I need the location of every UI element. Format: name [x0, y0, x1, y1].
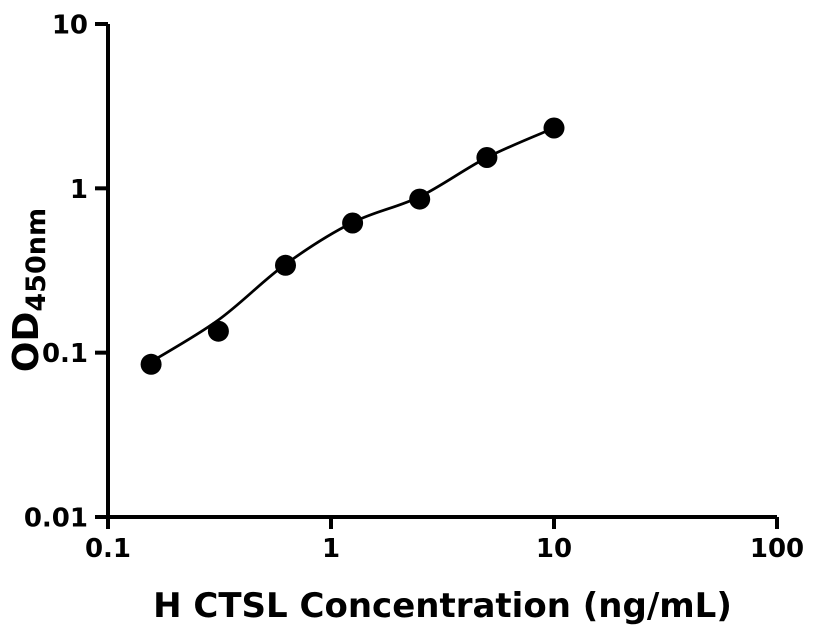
data-points	[140, 117, 565, 375]
x-tick-label: 0.1	[85, 534, 131, 564]
x-tick-label: 10	[536, 534, 572, 564]
data-point	[409, 188, 431, 210]
data-point	[342, 212, 364, 234]
y-tick-label: 10	[52, 11, 88, 41]
x-axis-title: H CTSL Concentration (ng/mL)	[153, 586, 732, 626]
y-axis-ticks: 10 1 0.1 0.01	[24, 11, 108, 534]
x-axis-ticks: 0.1 1 10 100	[85, 517, 804, 564]
y-tick-label: 0.1	[42, 339, 88, 369]
axes-frame	[106, 24, 777, 519]
data-point	[140, 353, 162, 375]
x-tick-label: 1	[322, 534, 340, 564]
data-point	[543, 117, 565, 139]
x-tick-label: 100	[750, 534, 804, 564]
data-point	[207, 320, 229, 342]
data-point	[476, 147, 498, 168]
y-axis-title-subscript: 450nm	[21, 208, 52, 312]
y-tick-label: 1	[70, 175, 88, 205]
y-axis-title-main: OD	[6, 312, 47, 373]
y-axis-title: OD450nm	[6, 208, 52, 372]
data-point	[275, 254, 296, 276]
y-tick-label: 0.01	[24, 504, 88, 534]
